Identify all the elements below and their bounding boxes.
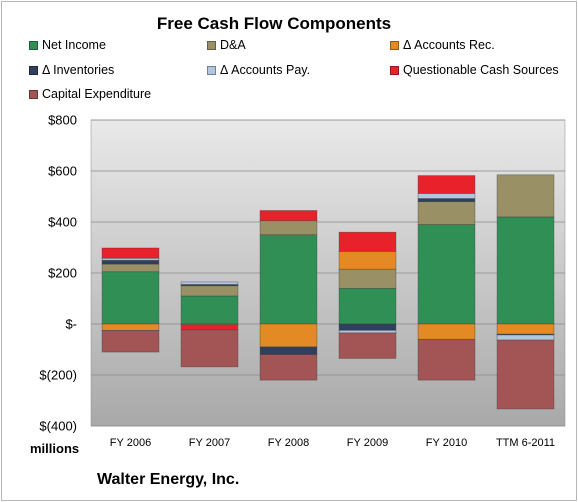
bar-d-a-fy-2010 [417, 201, 476, 225]
legend-label-net-income: Net Income [42, 38, 106, 52]
y-tick-label: $200 [48, 266, 77, 281]
bar-d-a-fy-2006 [101, 263, 160, 273]
bar-d-a-fy-2007 [180, 285, 239, 297]
bar-accounts-pay-fy-2007 [180, 281, 239, 285]
legend-label-accounts-rec: Δ Accounts Rec. [403, 38, 495, 52]
bar-d-a-fy-2009 [338, 268, 397, 289]
bar-questionable-cash-sources-fy-2006 [101, 247, 160, 259]
x-tick-label: TTM 6-2011 [496, 437, 555, 449]
bar-capital-expenditure-fy-2007 [180, 329, 239, 368]
bar-accounts-pay-fy-2010 [417, 193, 476, 199]
bar-accounts-rec-fy-2008 [259, 323, 318, 348]
bar-questionable-cash-sources-fy-2007 [180, 324, 239, 331]
legend-swatch-da [207, 40, 216, 50]
bar-net-income-fy-2006 [101, 271, 160, 325]
legend-label-inventories: Δ Inventories [42, 63, 115, 77]
bar-net-income-fy-2010 [417, 224, 476, 325]
legend-item-accounts-rec: Δ Accounts Rec. [390, 37, 495, 53]
bar-capital-expenditure-ttm-6-2011 [496, 339, 555, 410]
bar-capital-expenditure-fy-2008 [259, 354, 318, 381]
legend-item-accounts-pay: Δ Accounts Pay. [207, 62, 310, 78]
legend-item-inventories: Δ Inventories [29, 62, 114, 78]
x-tick-label: FY 2006 [110, 437, 151, 449]
x-tick-label: FY 2008 [268, 437, 309, 449]
x-tick-label: FY 2007 [189, 437, 230, 449]
company-label: Walter Energy, Inc. [97, 471, 240, 488]
y-tick-label: $(200) [39, 368, 77, 383]
bar-inventories-fy-2008 [259, 346, 318, 355]
y-tick-label: $600 [48, 164, 77, 179]
legend-item-capex: Capital Expenditure [29, 86, 151, 102]
legend-label-accounts-pay: Δ Accounts Pay. [220, 63, 311, 77]
bar-d-a-ttm-6-2011 [496, 174, 555, 218]
y-tick-label: $400 [48, 215, 77, 230]
bar-net-income-ttm-6-2011 [496, 216, 555, 325]
legend-label-questionable-cash: Questionable Cash Sources [403, 63, 559, 77]
bar-net-income-fy-2008 [259, 234, 318, 325]
bar-accounts-rec-fy-2006 [101, 323, 160, 331]
bar-capital-expenditure-fy-2009 [338, 332, 397, 359]
bar-accounts-rec-ttm-6-2011 [496, 323, 555, 335]
legend-label-capex: Capital Expenditure [42, 87, 152, 101]
bar-capital-expenditure-fy-2006 [101, 330, 160, 353]
legend-item-da: D&A [207, 37, 246, 53]
bar-inventories-fy-2006 [101, 259, 160, 265]
y-tick-label: $(400) [39, 419, 77, 434]
x-tick-label: FY 2010 [426, 437, 467, 449]
bar-accounts-rec-fy-2010 [417, 323, 476, 340]
units-label: millions [30, 441, 80, 456]
legend-swatch-accounts-pay [207, 65, 216, 75]
legend-label-da: D&A [220, 38, 246, 52]
legend-item-net-income: Net Income [29, 37, 106, 53]
legend-swatch-capex [29, 89, 38, 99]
bar-questionable-cash-sources-fy-2008 [259, 210, 318, 222]
bar-inventories-fy-2010 [417, 198, 476, 202]
bar-questionable-cash-sources-fy-2009 [338, 231, 397, 252]
legend-swatch-questionable-cash [390, 65, 399, 75]
x-tick-label: FY 2009 [347, 437, 388, 449]
legend-swatch-net-income [29, 40, 38, 50]
y-tick-label: $800 [48, 113, 77, 128]
bar-inventories-fy-2009 [338, 323, 397, 331]
bar-capital-expenditure-fy-2010 [417, 338, 476, 381]
bar-accounts-pay-ttm-6-2011 [496, 334, 555, 341]
legend-swatch-accounts-rec [390, 40, 399, 50]
bar-questionable-cash-sources-fy-2010 [417, 175, 476, 194]
bar-accounts-rec-fy-2009 [338, 250, 397, 270]
bar-net-income-fy-2009 [338, 287, 397, 325]
bar-net-income-fy-2007 [180, 295, 239, 325]
legend-item-questionable-cash: Questionable Cash Sources [390, 62, 559, 78]
chart-title: Free Cash Flow Components [156, 14, 392, 33]
y-tick-label: $- [65, 317, 77, 332]
bar-d-a-fy-2008 [259, 220, 318, 236]
bar-accounts-pay-fy-2009 [338, 330, 397, 334]
legend-swatch-inventories [29, 65, 38, 75]
